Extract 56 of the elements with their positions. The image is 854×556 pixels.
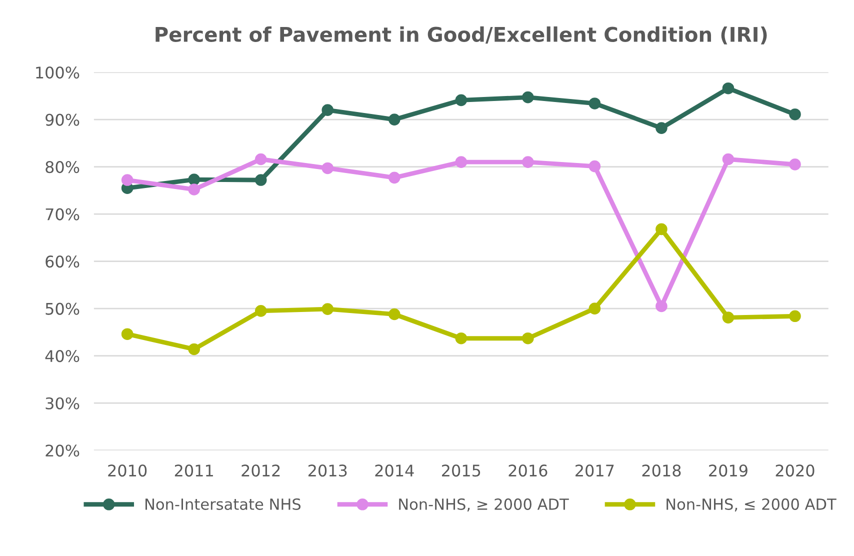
point [722,312,734,324]
y-tick-label: 20% [46,444,80,457]
chart-title: Percent of Pavement in Good/Excellent Condition (IRI) [156,26,767,44]
x-tick-label: 2011 [174,464,213,477]
point [254,305,267,317]
y-tick-label: 40% [45,350,80,362]
point [388,172,400,184]
x-tick-label: 2018 [642,464,681,477]
y-tick-label: 50% [46,302,80,315]
point [656,300,668,312]
point [188,174,200,186]
point [522,91,534,104]
y-tick-label: 80% [46,161,80,174]
point [588,160,601,172]
y-tick-label: 60% [46,256,80,268]
point [455,332,468,344]
x-tick-label: 2016 [508,464,548,477]
point [121,328,134,340]
point [789,158,801,170]
x-tick-label: 2010 [108,464,147,477]
y-tick-label: 90% [46,114,80,126]
x-tick-label: 2012 [242,464,280,477]
x-tick-label: 2020 [776,464,814,477]
point [588,98,601,110]
point [254,153,267,166]
x-tick-label: 2015 [442,464,480,477]
y-tick-label: 30% [46,397,80,410]
point [588,302,601,314]
point [722,153,734,166]
point [455,156,468,168]
point [789,310,801,322]
point [388,308,400,320]
point [656,122,668,134]
point [388,114,400,126]
y-tick-label: 70% [46,208,80,220]
point [789,108,801,120]
x-tick-label: 2014 [375,464,414,477]
point [455,94,468,106]
point [121,174,134,186]
point [522,332,534,344]
point [188,343,200,356]
point [322,162,334,174]
point [322,104,334,116]
point [722,82,734,94]
point [254,174,267,186]
point [322,303,334,315]
point [656,223,668,236]
x-tick-label: 2013 [308,464,347,477]
legend-label: Non-NHS, ≥ 2000 ADT [399,498,569,512]
legend-label: Non-Intersatate NHS [146,498,301,510]
point [522,156,534,168]
y-tick-label: 100% [36,66,80,79]
legend-label: Non-NHS, ≤ 2000 ADT [666,498,836,512]
x-tick-label: 2017 [576,464,614,477]
x-tick-label: 2019 [709,464,748,477]
point [188,184,200,196]
